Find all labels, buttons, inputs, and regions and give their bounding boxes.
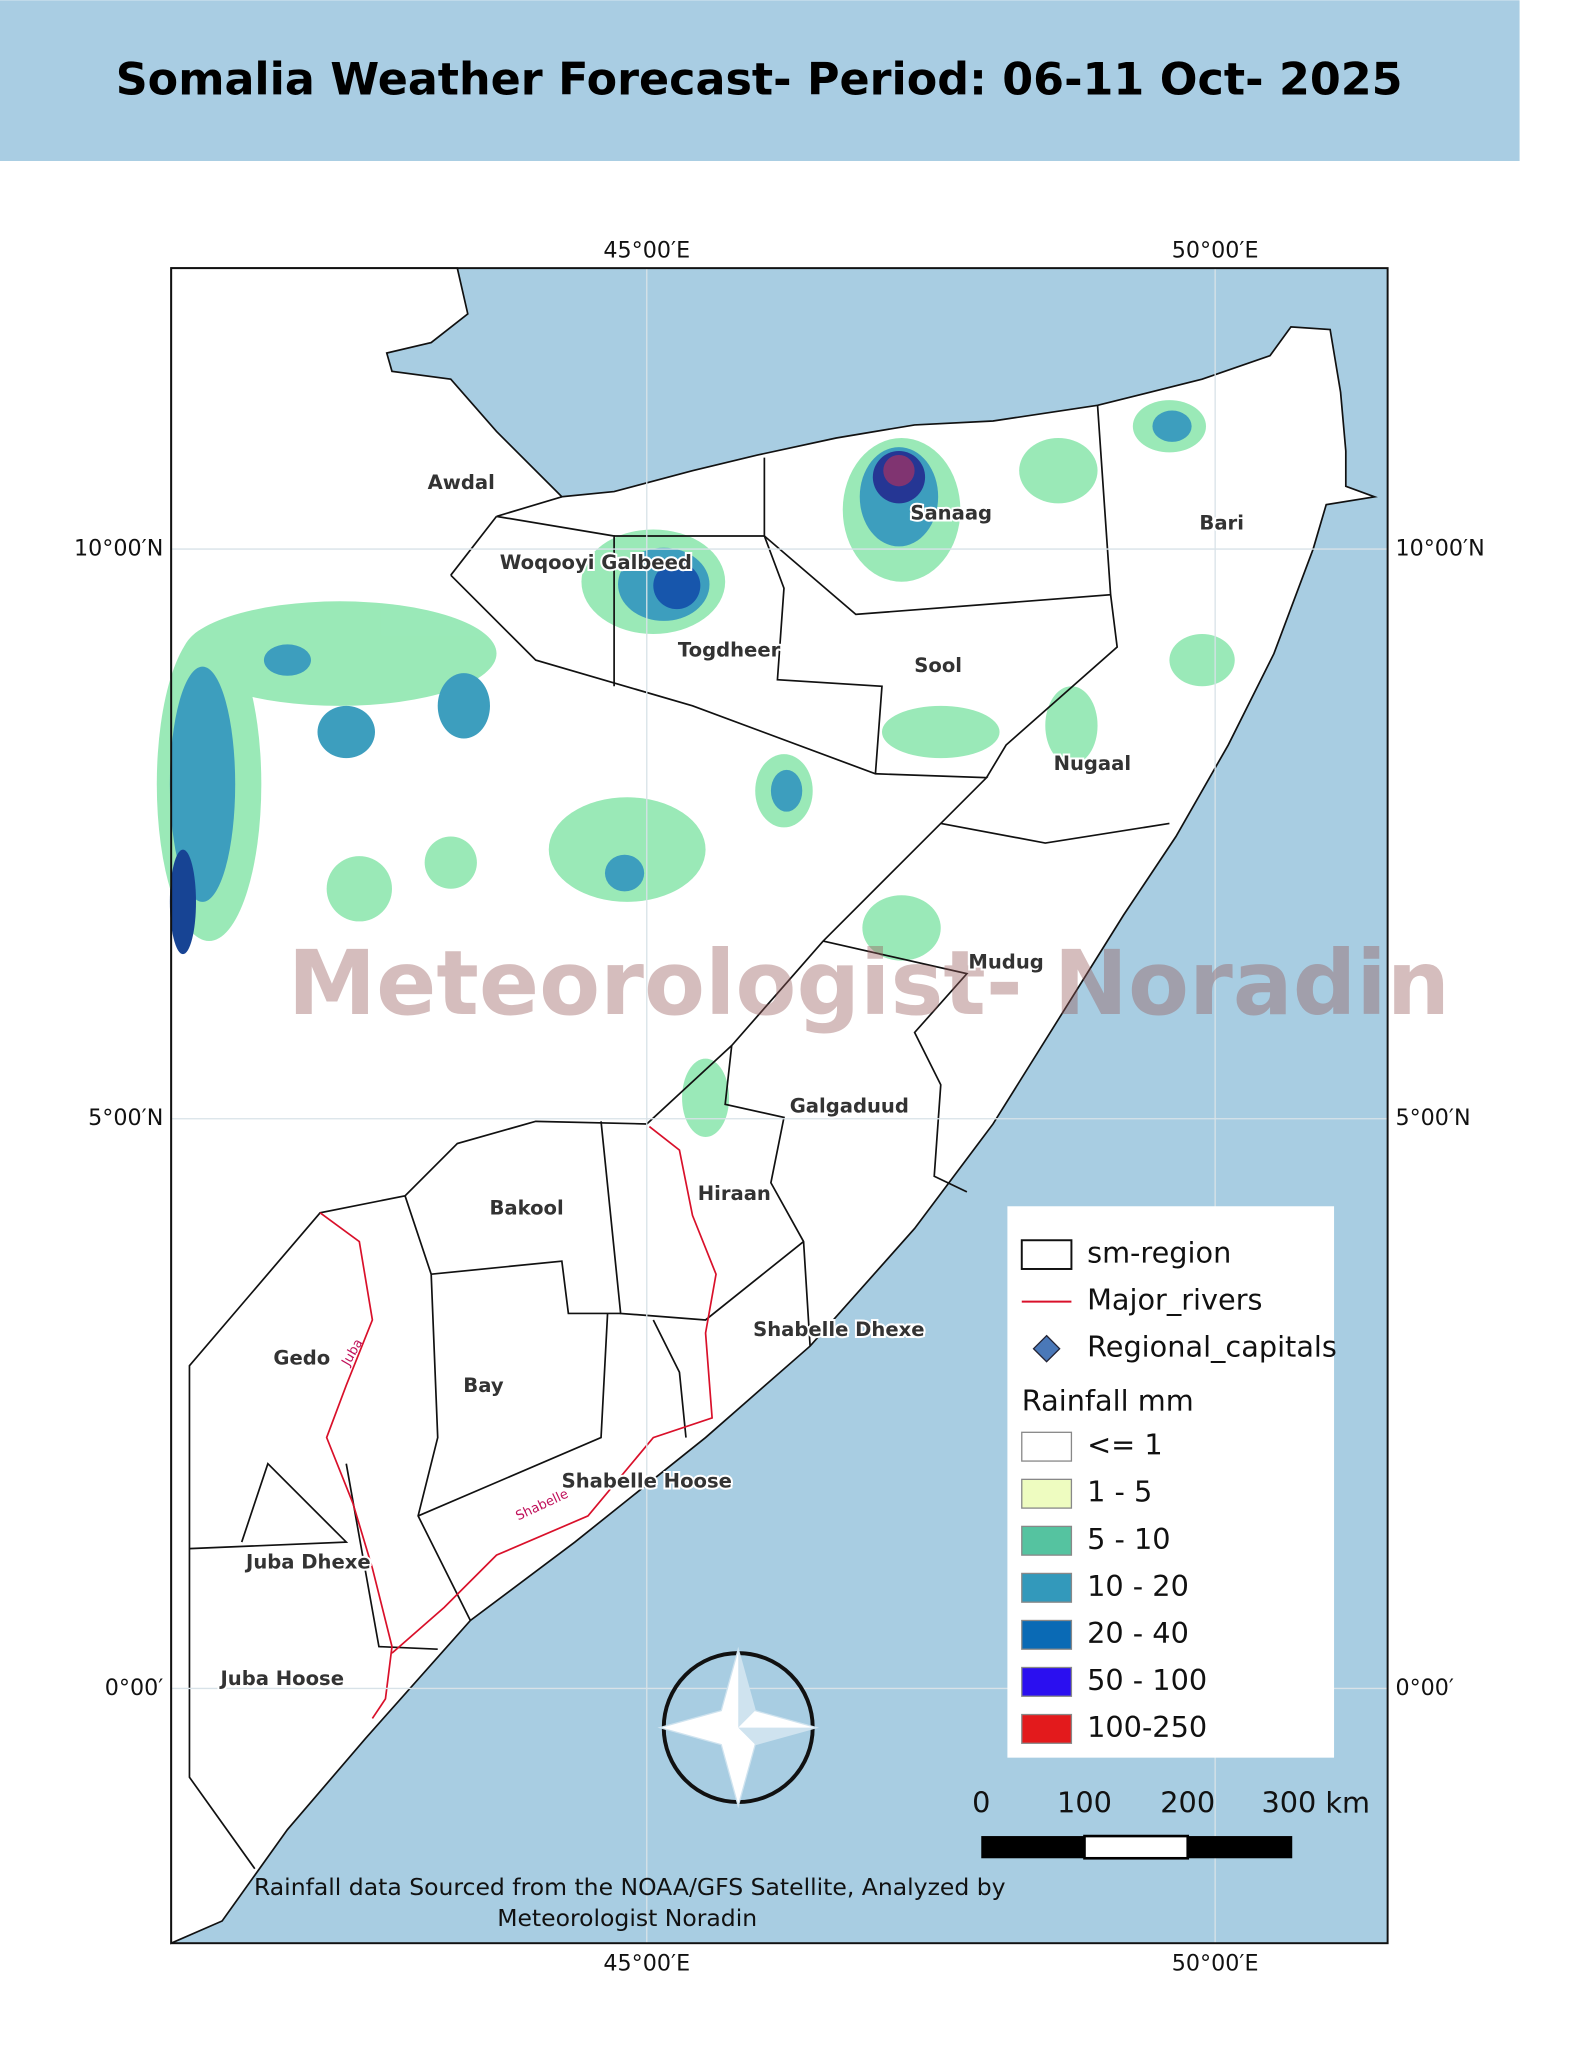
legend-label: 50 - 100 <box>1087 1663 1207 1697</box>
legend-title: Rainfall mm <box>1022 1383 1194 1417</box>
region-label: Shabelle Dhexe <box>753 1318 924 1341</box>
legend-label: Major_rivers <box>1087 1283 1262 1317</box>
region-label: Togdheer <box>678 638 781 661</box>
credit: Meteorologist Noradin <box>497 1904 757 1932</box>
lon-label: 45°00′E <box>603 238 690 264</box>
scale-label: 200 <box>1160 1786 1215 1820</box>
map-frame <box>156 267 1389 1945</box>
compass <box>657 1646 820 1809</box>
region-label: Mudug <box>968 951 1043 974</box>
region-label: Bay <box>463 1374 504 1397</box>
title: Somalia Weather Forecast- Period: 06-11 … <box>116 55 1403 106</box>
legend-label: <= 1 <box>1087 1428 1163 1462</box>
region-label: Shabelle Hoose <box>562 1469 732 1492</box>
region-label: Nugaal <box>1054 752 1131 775</box>
header-band <box>0 0 1520 161</box>
region-label: Bakool <box>489 1196 563 1219</box>
region-borders <box>188 405 1170 1870</box>
legend-label: 100-250 <box>1087 1710 1207 1744</box>
lat-label: 10°00′N <box>1395 536 1484 562</box>
legend-swatch <box>1021 1478 1073 1509</box>
lat-label: 5°00′N <box>1395 1105 1470 1131</box>
legend-label: 10 - 20 <box>1087 1569 1189 1603</box>
region-label: Gedo <box>273 1347 330 1370</box>
legend-label: 20 - 40 <box>1087 1616 1189 1650</box>
legend-swatch <box>1021 1666 1073 1697</box>
legend: sm-region Major_rivers Regional_capitals… <box>1007 1206 1337 1758</box>
region-label: Awdal <box>428 471 495 494</box>
region-label: Sanaag <box>910 501 992 524</box>
lat-label: 5°00′N <box>88 1105 163 1131</box>
scale-bar: 0 100 200 300 km <box>972 1786 1370 1860</box>
region-label: Bari <box>1199 512 1244 535</box>
lat-label: 10°00′N <box>74 536 163 562</box>
region-label: Woqooyi Galbeed <box>500 551 692 574</box>
scale-label: 0 <box>972 1786 990 1820</box>
legend-swatch <box>1021 1525 1073 1556</box>
scale-label: 300 km <box>1261 1786 1370 1820</box>
region-label: Juba Dhexe <box>244 1550 371 1573</box>
legend-swatch <box>1021 1619 1073 1650</box>
scale-label: 100 <box>1057 1786 1112 1820</box>
legend-swatch <box>1021 1572 1073 1603</box>
credit: Rainfall data Sourced from the NOAA/GFS … <box>254 1873 1006 1901</box>
legend-label: 1 - 5 <box>1087 1475 1152 1509</box>
legend-swatch <box>1021 1431 1073 1462</box>
legend-label: Regional_capitals <box>1087 1330 1337 1364</box>
lon-label: 45°00′E <box>603 1951 690 1977</box>
region-label: Juba Hoose <box>218 1667 343 1690</box>
region-label: Galgaduud <box>790 1094 909 1117</box>
legend-label: sm-region <box>1087 1236 1231 1270</box>
lat-label: 0°00′ <box>105 1675 164 1701</box>
region-label: Hiraan <box>698 1182 771 1205</box>
legend-swatch <box>1021 1713 1073 1744</box>
lon-label: 50°00′E <box>1172 238 1259 264</box>
lon-label: 50°00′E <box>1172 1951 1259 1977</box>
river-juba <box>319 1212 393 1719</box>
watermark: Meteorologist- Noradin <box>288 932 1450 1035</box>
region-label: Sool <box>914 654 962 677</box>
lat-label: 0°00′ <box>1395 1675 1454 1701</box>
legend-label: 5 - 10 <box>1087 1522 1170 1556</box>
river-shabelle <box>391 1125 717 1654</box>
